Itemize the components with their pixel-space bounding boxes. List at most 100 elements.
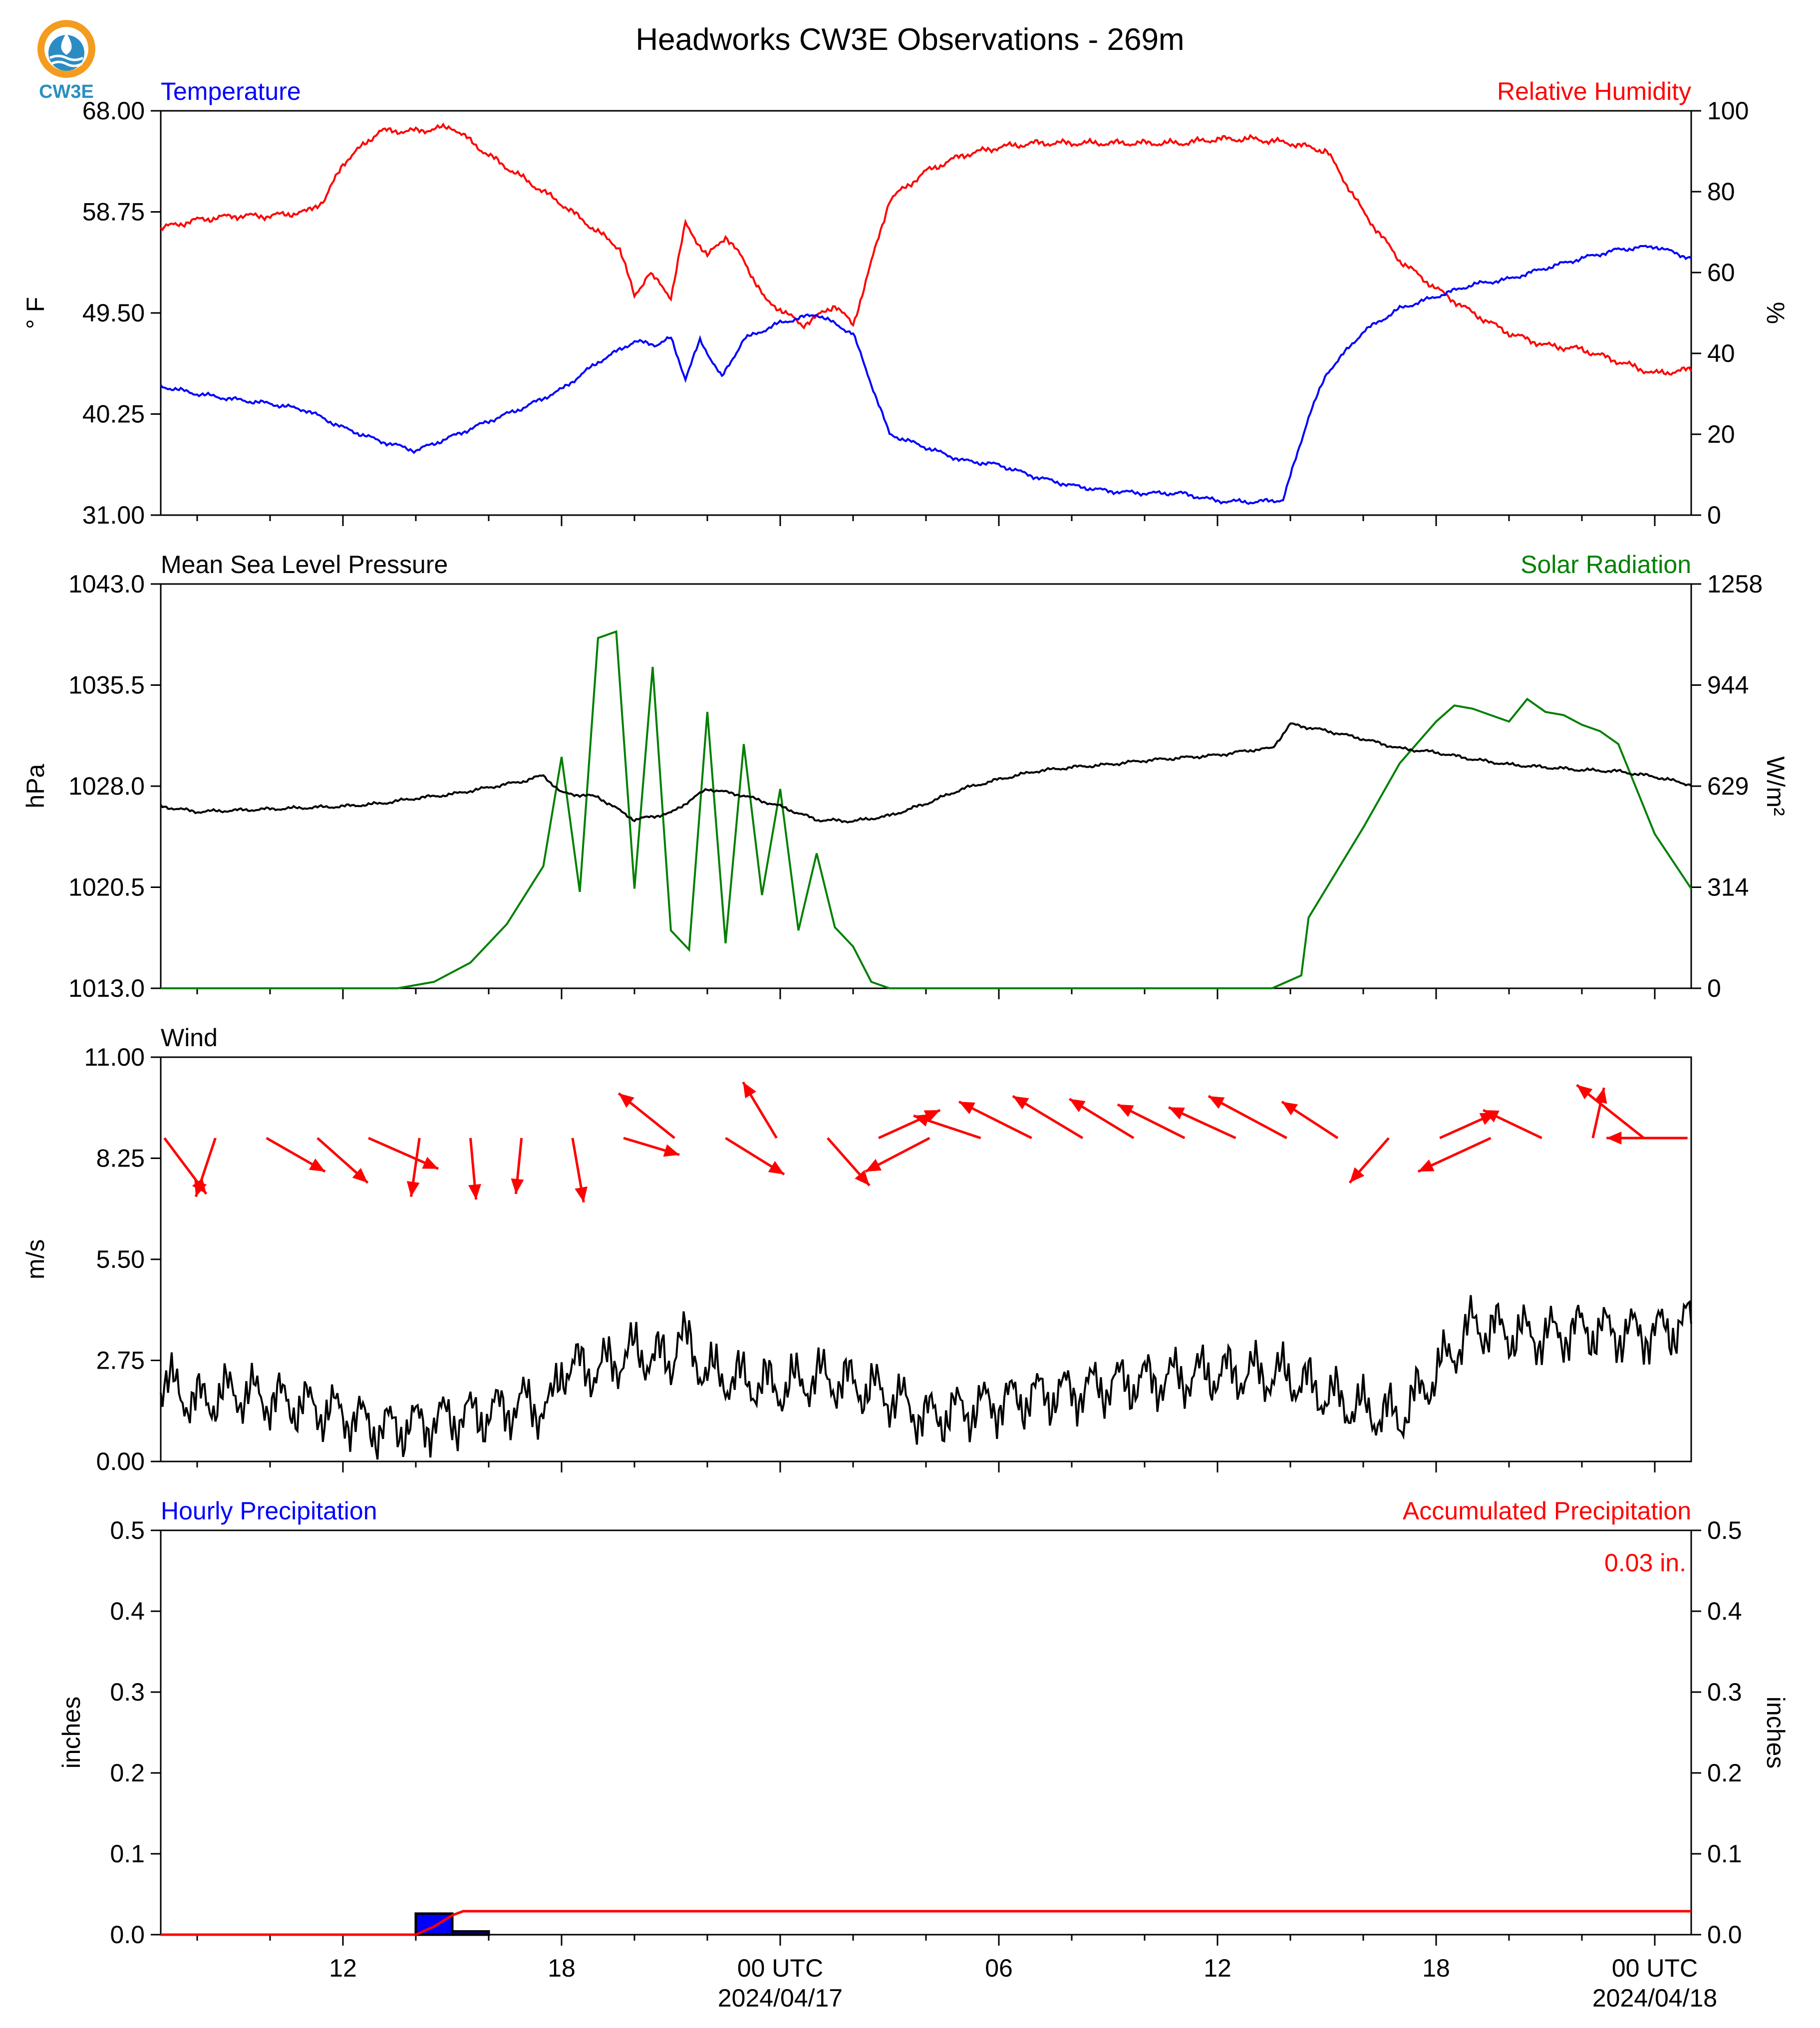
- wind-arrow: [571, 1138, 588, 1203]
- wind-arrow-head: [1576, 1085, 1593, 1100]
- wind-arrow-head: [1169, 1107, 1185, 1120]
- wind-arrow-head: [511, 1178, 524, 1194]
- temperature-line: [160, 245, 1692, 505]
- y-left-tick-label: 40.25: [82, 400, 145, 428]
- wind-arrow: [468, 1138, 481, 1200]
- x-date-label: 2024/04/18: [1592, 1984, 1717, 2012]
- plot-frame: [160, 110, 1692, 516]
- x-tick-label: 18: [548, 1954, 576, 1982]
- accumulated-precip-line: [161, 1910, 1691, 1936]
- y-left-axis-label: m/s: [21, 1239, 49, 1280]
- wind-arrow-head: [352, 1167, 368, 1183]
- accum-precip-title: Accumulated Precipitation: [1403, 1497, 1691, 1525]
- wind-arrow-head: [575, 1186, 588, 1202]
- wind-arrow-head: [663, 1144, 680, 1157]
- y-left-tick-label: 49.50: [82, 299, 145, 327]
- solar-title: Solar Radiation: [1520, 551, 1691, 579]
- y-left-tick-label: 0.4: [110, 1597, 145, 1625]
- x-tick-label: 12: [329, 1954, 357, 1982]
- wind-arrow-head: [308, 1159, 325, 1172]
- wind-arrow-head: [1606, 1132, 1622, 1145]
- wind-arrow: [1606, 1132, 1688, 1145]
- y-right-tick-label: 1258: [1707, 570, 1763, 598]
- wind-arrow: [1348, 1137, 1390, 1184]
- y-left-tick-label: 1043.0: [68, 570, 145, 598]
- temperature-title: Temperature: [161, 77, 301, 105]
- y-left-axis-label: ° F: [21, 297, 49, 329]
- wind-arrow-head: [1418, 1159, 1435, 1172]
- wind-arrow-head: [618, 1093, 634, 1108]
- y-left-tick-label: 1020.5: [68, 873, 145, 901]
- y-right-axis-label: inches: [1762, 1697, 1790, 1769]
- wind-arrow: [958, 1100, 1032, 1140]
- y-right-tick-label: 0: [1707, 501, 1721, 529]
- wind-arrow-head: [1117, 1104, 1134, 1117]
- y-left-tick-label: 1035.5: [68, 671, 145, 699]
- wind-arrow: [1168, 1106, 1236, 1140]
- logo-text: CW3E: [39, 81, 94, 102]
- pressure-title: Mean Sea Level Pressure: [161, 551, 448, 579]
- hourly-precip-bar: [451, 1930, 490, 1936]
- precip-total-label: 0.03 in.: [1604, 1549, 1686, 1577]
- y-left-tick-label: 1013.0: [68, 974, 145, 1002]
- wind-arrow-head: [1012, 1096, 1029, 1110]
- wind-arrow: [1281, 1101, 1339, 1140]
- wind-arrow: [878, 1109, 941, 1140]
- y-left-tick-label: 68.00: [82, 97, 145, 125]
- wind-arrow-head: [743, 1082, 757, 1099]
- wind-arrow: [865, 1137, 930, 1173]
- wind-arrow: [913, 1114, 981, 1140]
- raindrop-icon: [61, 33, 72, 55]
- y-right-tick-label: 0.4: [1707, 1597, 1742, 1625]
- y-right-tick-label: 0.2: [1707, 1759, 1742, 1787]
- solar-radiation-line: [161, 630, 1692, 989]
- cw3e-logo: CW3E: [37, 20, 95, 102]
- humidity-title: Relative Humidity: [1497, 77, 1691, 105]
- y-right-tick-label: 0.3: [1707, 1678, 1742, 1706]
- wind-arrow-head: [1594, 1088, 1607, 1104]
- wind-arrow-head: [194, 1180, 207, 1197]
- x-date-label: 2024/04/17: [718, 1984, 843, 2012]
- wind-arrow-head: [1208, 1096, 1225, 1109]
- wind-arrow-head: [1349, 1167, 1365, 1183]
- y-left-tick-label: 0.5: [110, 1516, 145, 1544]
- y-left-tick-label: 8.25: [96, 1145, 145, 1172]
- wind-arrow: [1069, 1098, 1135, 1140]
- y-right-tick-label: 944: [1707, 671, 1749, 699]
- y-right-tick-label: 629: [1707, 772, 1749, 800]
- wind-arrow: [1483, 1109, 1542, 1140]
- y-right-tick-label: 40: [1707, 339, 1735, 367]
- y-left-tick-label: 5.50: [96, 1245, 145, 1273]
- wind-arrow: [725, 1137, 785, 1175]
- x-tick-label: 00 UTC: [1612, 1954, 1698, 1982]
- wind-arrow-head: [468, 1184, 481, 1200]
- y-right-tick-label: 0.0: [1707, 1921, 1742, 1949]
- wind-arrow: [368, 1137, 439, 1170]
- wind-speed-line: [160, 1295, 1692, 1460]
- x-tick-label: 06: [985, 1954, 1013, 1982]
- y-left-tick-label: 11.00: [84, 1043, 145, 1071]
- humidity-line: [160, 122, 1692, 376]
- wind-arrow: [1591, 1087, 1607, 1139]
- y-right-tick-label: 100: [1707, 97, 1749, 125]
- wind-arrow-head: [406, 1181, 420, 1197]
- x-tick-label: 00 UTC: [737, 1954, 823, 1982]
- y-left-tick-label: 58.75: [82, 198, 145, 226]
- hourly-precip-title: Hourly Precipitation: [161, 1497, 377, 1525]
- wind-arrow-head: [1069, 1099, 1086, 1113]
- y-left-tick-label: 0.3: [110, 1678, 145, 1706]
- wind-arrow: [316, 1137, 369, 1184]
- wind-arrow: [1117, 1103, 1186, 1140]
- wind-arrow: [742, 1081, 778, 1139]
- wind-arrow-head: [1483, 1110, 1500, 1123]
- pressure-line: [160, 722, 1692, 824]
- y-right-tick-label: 0.1: [1707, 1840, 1742, 1868]
- y-right-tick-label: 314: [1707, 873, 1749, 901]
- y-left-tick-label: 0.0: [110, 1921, 145, 1949]
- y-right-axis-label: %: [1762, 302, 1790, 324]
- x-tick-label: 18: [1422, 1954, 1450, 1982]
- y-right-tick-label: 80: [1707, 178, 1735, 206]
- wind-arrow: [406, 1138, 421, 1197]
- wind-arrow: [617, 1092, 675, 1139]
